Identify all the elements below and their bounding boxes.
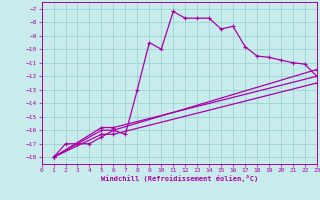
X-axis label: Windchill (Refroidissement éolien,°C): Windchill (Refroidissement éolien,°C) xyxy=(100,175,258,182)
